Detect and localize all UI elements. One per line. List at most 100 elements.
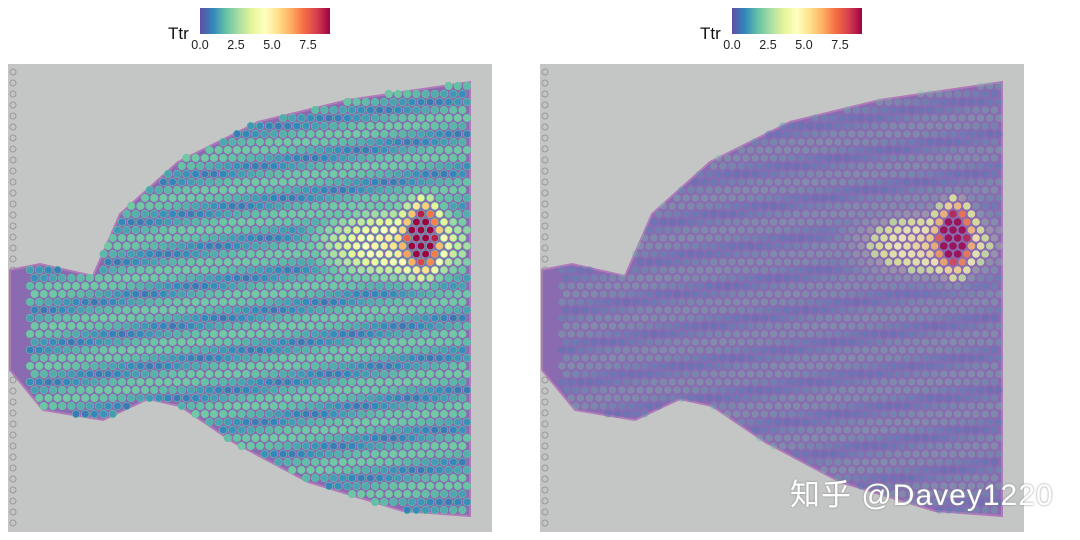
spot — [136, 233, 145, 243]
spot — [705, 378, 713, 386]
spot — [30, 385, 39, 395]
spot — [783, 194, 792, 202]
spot — [746, 194, 755, 202]
spot — [131, 385, 140, 395]
spot — [843, 266, 851, 274]
spot — [664, 338, 672, 346]
spot — [140, 385, 150, 395]
spot — [389, 321, 398, 331]
spot — [848, 466, 856, 474]
spot — [361, 257, 370, 267]
spot — [912, 322, 920, 330]
spot — [449, 489, 458, 499]
spot — [953, 330, 962, 338]
spot — [458, 345, 467, 355]
spot — [903, 210, 911, 218]
spot — [788, 218, 796, 226]
spot — [866, 434, 874, 442]
spot — [687, 362, 695, 370]
spot — [972, 186, 980, 194]
spot — [416, 193, 426, 203]
spot — [930, 274, 939, 282]
spot — [361, 145, 370, 155]
spot — [986, 482, 994, 490]
spot — [301, 393, 311, 403]
spot — [449, 153, 458, 163]
spot — [462, 401, 472, 411]
spot — [631, 362, 640, 370]
spot — [972, 282, 980, 290]
spot — [852, 362, 861, 370]
spot — [301, 265, 311, 275]
spot — [76, 385, 85, 395]
spot — [435, 497, 444, 507]
spot — [636, 338, 644, 346]
spot — [963, 442, 971, 450]
spot — [44, 345, 53, 355]
spot — [380, 273, 389, 283]
spot — [861, 154, 870, 162]
spot — [995, 194, 1003, 202]
spot — [334, 161, 343, 171]
spot — [986, 338, 994, 346]
spot — [654, 242, 663, 250]
spot — [792, 210, 801, 218]
spot — [834, 266, 842, 274]
spot — [320, 169, 329, 179]
spot — [668, 218, 677, 226]
spot — [599, 322, 608, 330]
spot — [200, 345, 209, 355]
spot — [127, 329, 136, 339]
spot — [380, 113, 389, 123]
spot — [219, 329, 228, 339]
spot — [972, 138, 980, 146]
spot — [380, 449, 389, 459]
spot — [375, 425, 384, 435]
spot — [733, 394, 741, 402]
spot — [366, 153, 375, 163]
spot — [820, 178, 828, 186]
spot — [779, 202, 787, 210]
spot — [769, 266, 778, 274]
spot — [829, 178, 838, 186]
spot — [320, 457, 329, 467]
spot — [430, 473, 439, 483]
spot — [403, 185, 412, 195]
spot — [995, 418, 1003, 426]
spot — [389, 145, 398, 155]
spot — [334, 177, 343, 187]
spot — [884, 354, 893, 362]
spot — [416, 321, 426, 331]
spot — [283, 281, 292, 291]
spot — [613, 378, 621, 386]
spot — [894, 210, 902, 218]
spot — [104, 401, 113, 411]
spot — [751, 234, 759, 242]
spot — [389, 225, 398, 235]
spot — [159, 193, 168, 203]
spot — [838, 162, 847, 170]
spot — [251, 257, 260, 267]
spot — [117, 233, 127, 243]
spot — [820, 290, 828, 298]
spot — [444, 369, 453, 379]
spot — [357, 105, 366, 115]
spot — [444, 81, 453, 91]
spot — [412, 281, 421, 291]
spot — [779, 234, 787, 242]
spot — [935, 282, 943, 290]
spot — [301, 249, 311, 259]
spot — [435, 369, 444, 379]
spot — [219, 233, 228, 243]
spot — [972, 170, 980, 178]
spot — [99, 361, 108, 371]
spot — [723, 170, 732, 178]
spot — [861, 394, 870, 402]
spot — [375, 393, 384, 403]
spot — [205, 369, 214, 379]
spot — [926, 122, 934, 130]
spot — [894, 434, 902, 442]
spot — [426, 465, 435, 475]
spot — [723, 154, 732, 162]
spot — [935, 458, 943, 466]
